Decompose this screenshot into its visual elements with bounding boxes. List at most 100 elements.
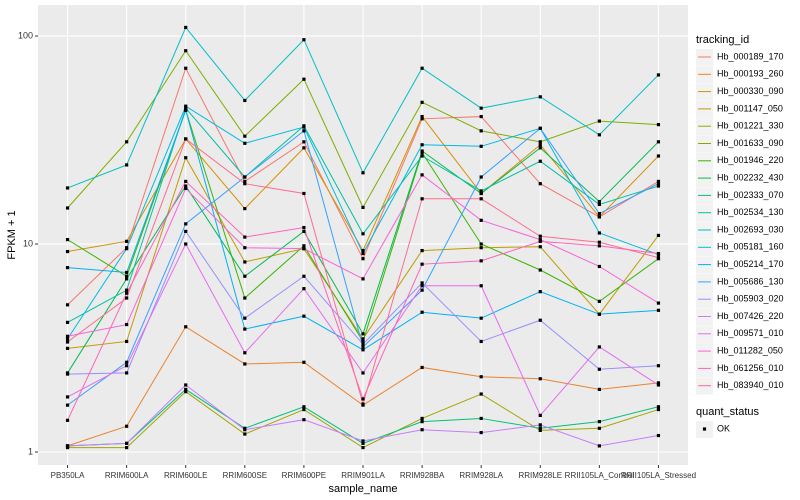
data-point: [184, 229, 188, 233]
legend-swatch: [702, 427, 707, 431]
data-point: [656, 364, 661, 368]
data-point: [243, 175, 247, 179]
data-point: [361, 445, 365, 450]
data-point: [656, 433, 661, 438]
data-point: [420, 262, 424, 266]
data-point: [420, 365, 424, 370]
data-point: [184, 390, 188, 394]
legend-label: Hb_011282_050: [717, 345, 783, 355]
data-point: [65, 372, 70, 376]
data-point: [538, 268, 542, 272]
data-point: [184, 108, 188, 112]
data-point: [361, 248, 365, 253]
data-point: [479, 375, 483, 379]
legend-label: Hb_001946_220: [717, 155, 784, 165]
data-point: [184, 137, 188, 141]
data-point: [65, 418, 70, 422]
data-point: [361, 342, 365, 346]
data-point: [597, 240, 601, 244]
data-point: [538, 159, 542, 163]
data-point: [302, 140, 306, 144]
legend-label: Hb_005214_170: [717, 259, 784, 269]
data-point: [243, 316, 247, 320]
data-point: [361, 171, 365, 175]
y-axis-label: FPKM + 1: [6, 210, 18, 259]
x-tick-label: RRIM600LA: [105, 471, 149, 480]
data-point: [597, 444, 601, 448]
data-point: [420, 420, 424, 424]
data-point: [302, 191, 306, 196]
data-point: [479, 316, 483, 320]
data-point: [243, 141, 247, 145]
data-point: [65, 186, 70, 190]
data-point: [243, 362, 247, 366]
data-point: [125, 247, 129, 251]
data-point: [243, 207, 247, 211]
data-point: [125, 371, 129, 375]
legend-label: Hb_005903_020: [717, 294, 784, 304]
legend-label: Hb_002232_430: [717, 172, 784, 182]
data-point: [420, 310, 424, 314]
data-point: [361, 257, 365, 261]
data-point: [597, 133, 601, 137]
legend-title: tracking_id: [696, 34, 749, 46]
data-point: [479, 430, 483, 435]
data-point: [361, 397, 365, 401]
data-point: [538, 428, 542, 433]
data-point: [420, 117, 424, 121]
data-point: [302, 418, 306, 422]
data-point: [479, 189, 483, 193]
data-point: [125, 270, 129, 275]
data-point: [65, 238, 70, 242]
data-point: [125, 364, 129, 368]
data-point: [656, 308, 661, 312]
data-point: [361, 232, 365, 236]
data-point: [125, 288, 129, 292]
data-point: [302, 247, 306, 251]
data-point: [420, 284, 424, 288]
data-point: [479, 197, 483, 201]
data-point: [243, 134, 247, 138]
data-point: [243, 179, 247, 184]
data-point: [184, 186, 188, 191]
data-point: [538, 423, 542, 427]
data-point: [243, 235, 247, 239]
legend-label: Hb_061256_010: [717, 363, 784, 373]
legend-label: Hb_009571_010: [717, 328, 784, 338]
data-point: [538, 239, 542, 243]
data-point: [538, 426, 542, 430]
x-tick-label: RRII105LA_Stressed: [621, 471, 696, 480]
data-point: [302, 405, 306, 409]
data-point: [420, 281, 424, 285]
data-point: [656, 256, 661, 260]
data-point: [65, 403, 70, 407]
data-point: [65, 266, 70, 270]
data-point: [125, 441, 129, 445]
data-point: [538, 234, 542, 238]
legend-label: Hb_002333_070: [717, 190, 784, 200]
data-point: [243, 246, 247, 250]
data-point: [65, 206, 70, 210]
data-point: [125, 360, 129, 364]
data-point: [420, 428, 424, 432]
data-point: [65, 444, 70, 448]
data-point: [538, 318, 542, 322]
data-point: [184, 325, 188, 329]
data-point: [656, 383, 661, 387]
y-tick-label: 1: [28, 446, 33, 456]
data-point: [538, 126, 542, 130]
data-point: [361, 439, 365, 443]
data-point: [243, 98, 247, 103]
data-point: [243, 428, 247, 432]
data-point: [125, 339, 129, 344]
y-tick-label: 100: [18, 30, 33, 40]
legend-label: Hb_000330_090: [717, 86, 784, 96]
data-point: [420, 154, 424, 158]
data-point: [479, 175, 483, 179]
data-point: [361, 345, 365, 349]
data-point: [361, 339, 365, 344]
data-point: [479, 114, 483, 119]
data-point: [656, 405, 661, 409]
data-point: [597, 345, 601, 349]
data-point: [243, 432, 247, 436]
